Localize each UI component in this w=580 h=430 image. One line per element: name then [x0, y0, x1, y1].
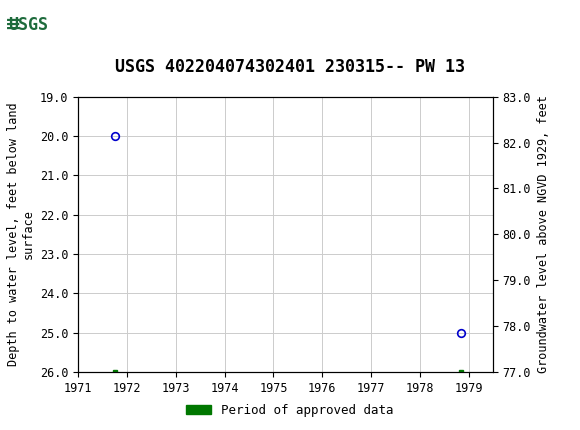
- Y-axis label: Depth to water level, feet below land
surface: Depth to water level, feet below land su…: [6, 102, 35, 366]
- Text: ≡: ≡: [5, 15, 21, 34]
- FancyBboxPatch shape: [1, 4, 50, 46]
- Bar: [1, 3, 53, 47]
- Text: USGS: USGS: [8, 16, 48, 34]
- Legend: Period of approved data: Period of approved data: [181, 399, 399, 421]
- Y-axis label: Groundwater level above NGVD 1929, feet: Groundwater level above NGVD 1929, feet: [536, 95, 550, 373]
- Text: USGS 402204074302401 230315-- PW 13: USGS 402204074302401 230315-- PW 13: [115, 58, 465, 76]
- Text: ≡USGS: ≡USGS: [3, 15, 85, 35]
